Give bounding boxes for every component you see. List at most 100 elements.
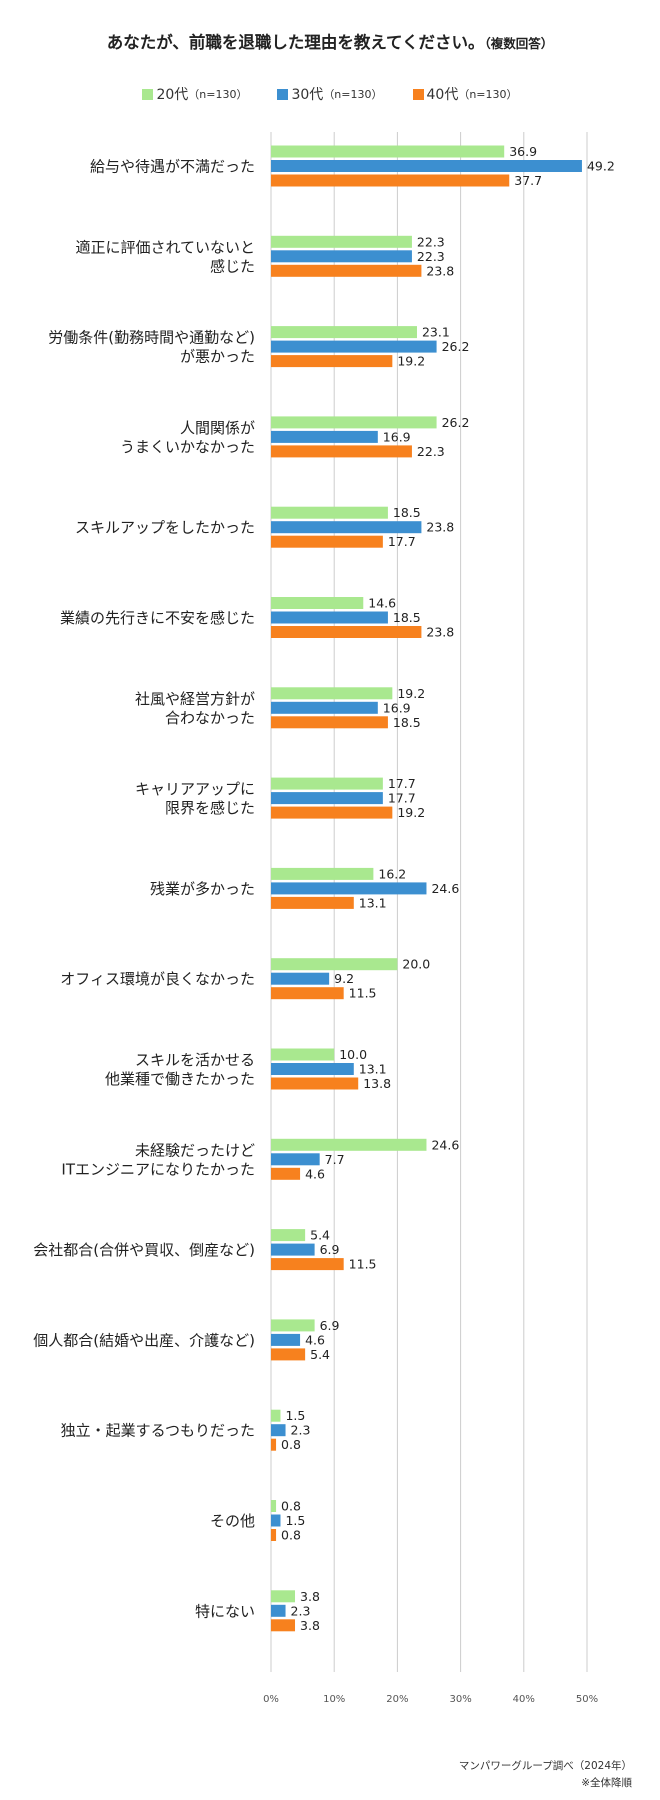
value-label-40s-6: 18.5 — [393, 715, 421, 730]
bar-20s-4 — [271, 506, 388, 519]
category-label-3-1: うまくいかなかった — [120, 438, 255, 456]
bar-40s-5 — [271, 626, 422, 638]
category-label-0-0: 給与や待遇が不満だった — [90, 158, 255, 176]
bar-20s-11 — [271, 1138, 427, 1151]
bar-40s-0 — [271, 174, 510, 187]
value-label-40s-8: 13.1 — [359, 895, 387, 910]
value-label-30s-8: 24.6 — [431, 881, 459, 896]
category-label-10-1: 他業種で働きたかった — [105, 1070, 255, 1088]
bar-20s-9 — [271, 958, 398, 971]
bar-30s-6 — [271, 701, 378, 714]
category-label-7-0: キャリアアップに — [135, 780, 255, 798]
bar-40s-3 — [271, 445, 412, 458]
category-label-12-0: 会社都合(合併や買収、倒産など) — [33, 1241, 255, 1259]
legend-item-40s: 40代 （n=130） — [412, 84, 518, 104]
bar-40s-2 — [271, 355, 393, 368]
bar-20s-2 — [271, 326, 417, 339]
tick-label-20: 20% — [386, 1694, 408, 1705]
bar-30s-10 — [271, 1063, 354, 1075]
value-label-30s-0: 49.2 — [587, 159, 615, 174]
category-label-13-0: 個人都合(結婚や出産、介護など) — [33, 1331, 255, 1349]
value-label-30s-6: 16.9 — [383, 700, 411, 715]
bar-30s-12 — [271, 1243, 315, 1256]
bar-40s-14 — [271, 1438, 277, 1451]
value-label-20s-4: 18.5 — [393, 505, 421, 520]
bar-30s-11 — [271, 1153, 320, 1166]
value-label-40s-16: 3.8 — [300, 1618, 320, 1633]
legend-label-40s: 40代 — [426, 87, 459, 103]
value-label-20s-6: 19.2 — [397, 686, 425, 701]
value-label-30s-15: 1.5 — [285, 1513, 305, 1528]
category-label-9-0: オフィス環境が良くなかった — [60, 970, 255, 988]
bar-40s-4 — [271, 535, 383, 548]
category-label-3-0: 人間関係が — [180, 419, 255, 437]
value-label-30s-2: 26.2 — [442, 339, 470, 354]
bar-40s-15 — [271, 1529, 277, 1541]
value-label-40s-10: 13.8 — [363, 1076, 391, 1091]
value-label-30s-3: 16.9 — [383, 429, 411, 444]
tick-label-0: 0% — [263, 1694, 279, 1705]
category-label-15-0: その他 — [210, 1512, 255, 1530]
footer-source: マンパワーグループ調べ（2024年） — [458, 1760, 632, 1772]
category-label-8-0: 残業が多かった — [150, 880, 255, 898]
value-label-40s-4: 17.7 — [388, 534, 416, 549]
tick-label-40: 40% — [513, 1694, 535, 1705]
value-label-20s-16: 3.8 — [300, 1589, 320, 1604]
tick-label-10: 10% — [323, 1694, 345, 1705]
bar-30s-2 — [271, 340, 437, 353]
value-label-20s-7: 17.7 — [388, 776, 416, 791]
legend-swatch-40s — [412, 88, 424, 100]
legend-n-20s: （n=130） — [188, 88, 248, 101]
bar-20s-14 — [271, 1409, 281, 1422]
bar-40s-12 — [271, 1258, 344, 1271]
title-note: （複数回答） — [484, 36, 554, 51]
title-text: あなたが、前職を退職した理由を教えてください。 — [106, 33, 485, 52]
value-label-40s-13: 5.4 — [310, 1347, 330, 1362]
value-label-30s-4: 23.8 — [426, 520, 454, 535]
value-label-40s-12: 11.5 — [349, 1257, 377, 1272]
value-label-30s-7: 17.7 — [388, 791, 416, 806]
category-label-1-1: 感じた — [210, 257, 255, 275]
bar-30s-3 — [271, 430, 378, 443]
value-label-20s-15: 0.8 — [281, 1499, 301, 1514]
value-label-30s-10: 13.1 — [359, 1062, 387, 1077]
bar-40s-6 — [271, 716, 388, 729]
value-label-20s-0: 36.9 — [509, 144, 537, 159]
category-label-2-1: が悪かった — [180, 348, 255, 366]
value-label-40s-7: 19.2 — [397, 805, 425, 820]
legend-swatch-20s — [142, 88, 154, 100]
category-label-5-0: 業績の先行きに不安を感じた — [60, 609, 255, 627]
category-label-16-0: 特にない — [195, 1602, 255, 1620]
value-label-30s-11: 7.7 — [325, 1152, 345, 1167]
legend-label-20s: 20代 — [156, 87, 189, 103]
value-label-40s-14: 0.8 — [281, 1437, 301, 1452]
category-label-10-0: スキルを活かせる — [135, 1051, 255, 1069]
legend-n-30s: （n=130） — [323, 88, 383, 101]
bar-30s-8 — [271, 882, 427, 895]
legend-item-30s: 30代 （n=130） — [277, 84, 383, 104]
value-label-30s-12: 6.9 — [320, 1242, 340, 1257]
bar-20s-5 — [271, 597, 364, 609]
value-label-40s-1: 23.8 — [426, 263, 454, 278]
bar-30s-7 — [271, 792, 383, 805]
bar-30s-16 — [271, 1604, 286, 1617]
bar-20s-13 — [271, 1319, 315, 1332]
value-label-30s-14: 2.3 — [291, 1423, 311, 1438]
bar-20s-12 — [271, 1229, 306, 1242]
bar-30s-14 — [271, 1424, 286, 1437]
bar-40s-8 — [271, 896, 354, 909]
category-label-7-1: 限界を感じた — [165, 799, 255, 817]
tick-label-30: 30% — [449, 1694, 471, 1705]
category-label-11-1: ITエンジニアになりたかった — [61, 1160, 255, 1178]
value-label-20s-2: 23.1 — [422, 325, 450, 340]
category-label-14-0: 独立・起業するつもりだった — [61, 1422, 255, 1440]
value-label-40s-2: 19.2 — [397, 354, 425, 369]
category-label-6-1: 合わなかった — [165, 709, 255, 727]
bar-20s-1 — [271, 235, 412, 248]
bar-20s-10 — [271, 1048, 335, 1061]
bar-40s-16 — [271, 1619, 296, 1632]
value-label-30s-1: 22.3 — [417, 249, 445, 264]
category-label-2-0: 労働条件(勤務時間や通勤など) — [48, 329, 255, 347]
bar-20s-3 — [271, 416, 437, 429]
